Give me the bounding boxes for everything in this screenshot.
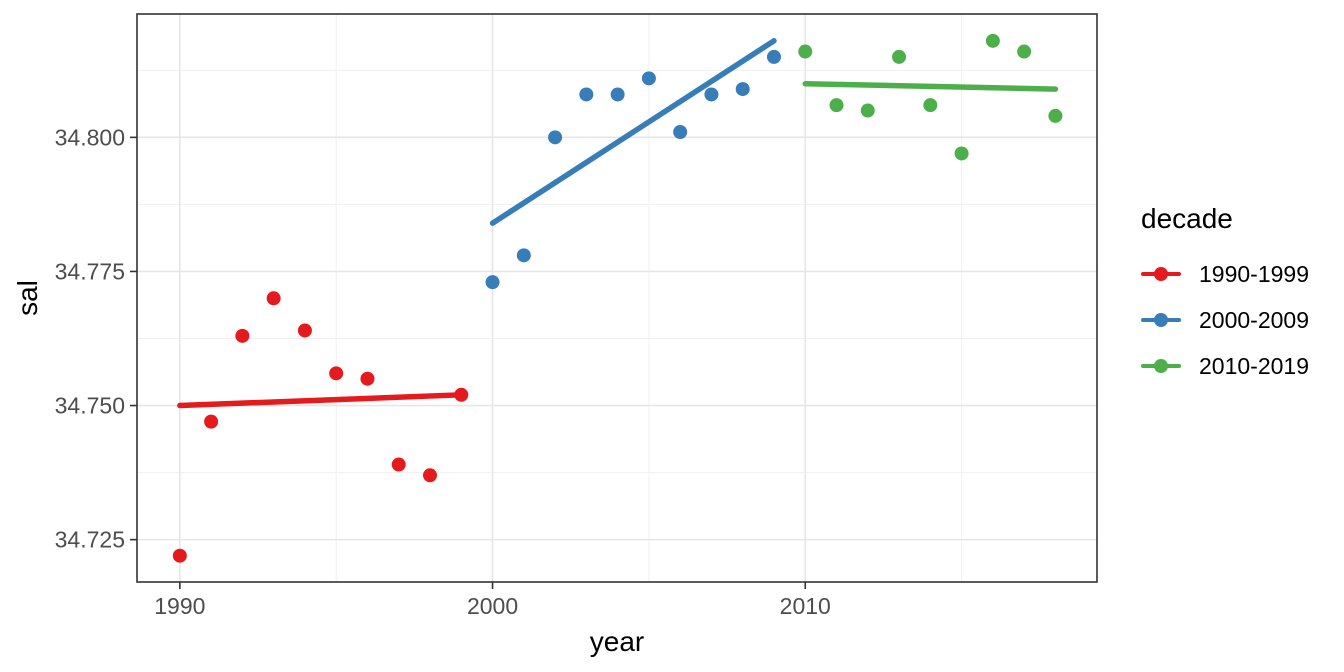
svg-text:1990: 1990 bbox=[154, 593, 205, 619]
y-axis-title: sal bbox=[12, 280, 43, 316]
legend-key-line-dot-icon bbox=[1141, 265, 1181, 283]
legend-title: decade bbox=[1141, 203, 1233, 234]
svg-text:34.750: 34.750 bbox=[55, 393, 125, 419]
legend-item-label: 2010-2019 bbox=[1199, 352, 1309, 379]
svg-text:2010: 2010 bbox=[780, 593, 831, 619]
svg-text:34.800: 34.800 bbox=[55, 124, 125, 150]
legend-key-line-dot-icon bbox=[1141, 311, 1181, 329]
x-axis-title: year bbox=[589, 626, 645, 657]
legend-key-dot bbox=[1154, 313, 1168, 327]
legend-item: 1990-1999 bbox=[1141, 251, 1309, 297]
legend-item-label: 2000-2009 bbox=[1199, 306, 1309, 333]
legend-item: 2000-2009 bbox=[1141, 297, 1309, 343]
svg-text:34.725: 34.725 bbox=[55, 527, 125, 553]
legend-key-dot bbox=[1154, 359, 1168, 373]
svg-text:2000: 2000 bbox=[467, 593, 518, 619]
legend-item-label: 1990-1999 bbox=[1199, 260, 1309, 287]
legend-key-dot bbox=[1154, 267, 1168, 281]
legend-item: 2010-2019 bbox=[1141, 343, 1309, 389]
legend-key-line-dot-icon bbox=[1141, 357, 1181, 375]
svg-text:34.775: 34.775 bbox=[55, 258, 125, 284]
legend: decade 1990-1999 2000-2009 2010-2019 bbox=[1141, 203, 1309, 389]
